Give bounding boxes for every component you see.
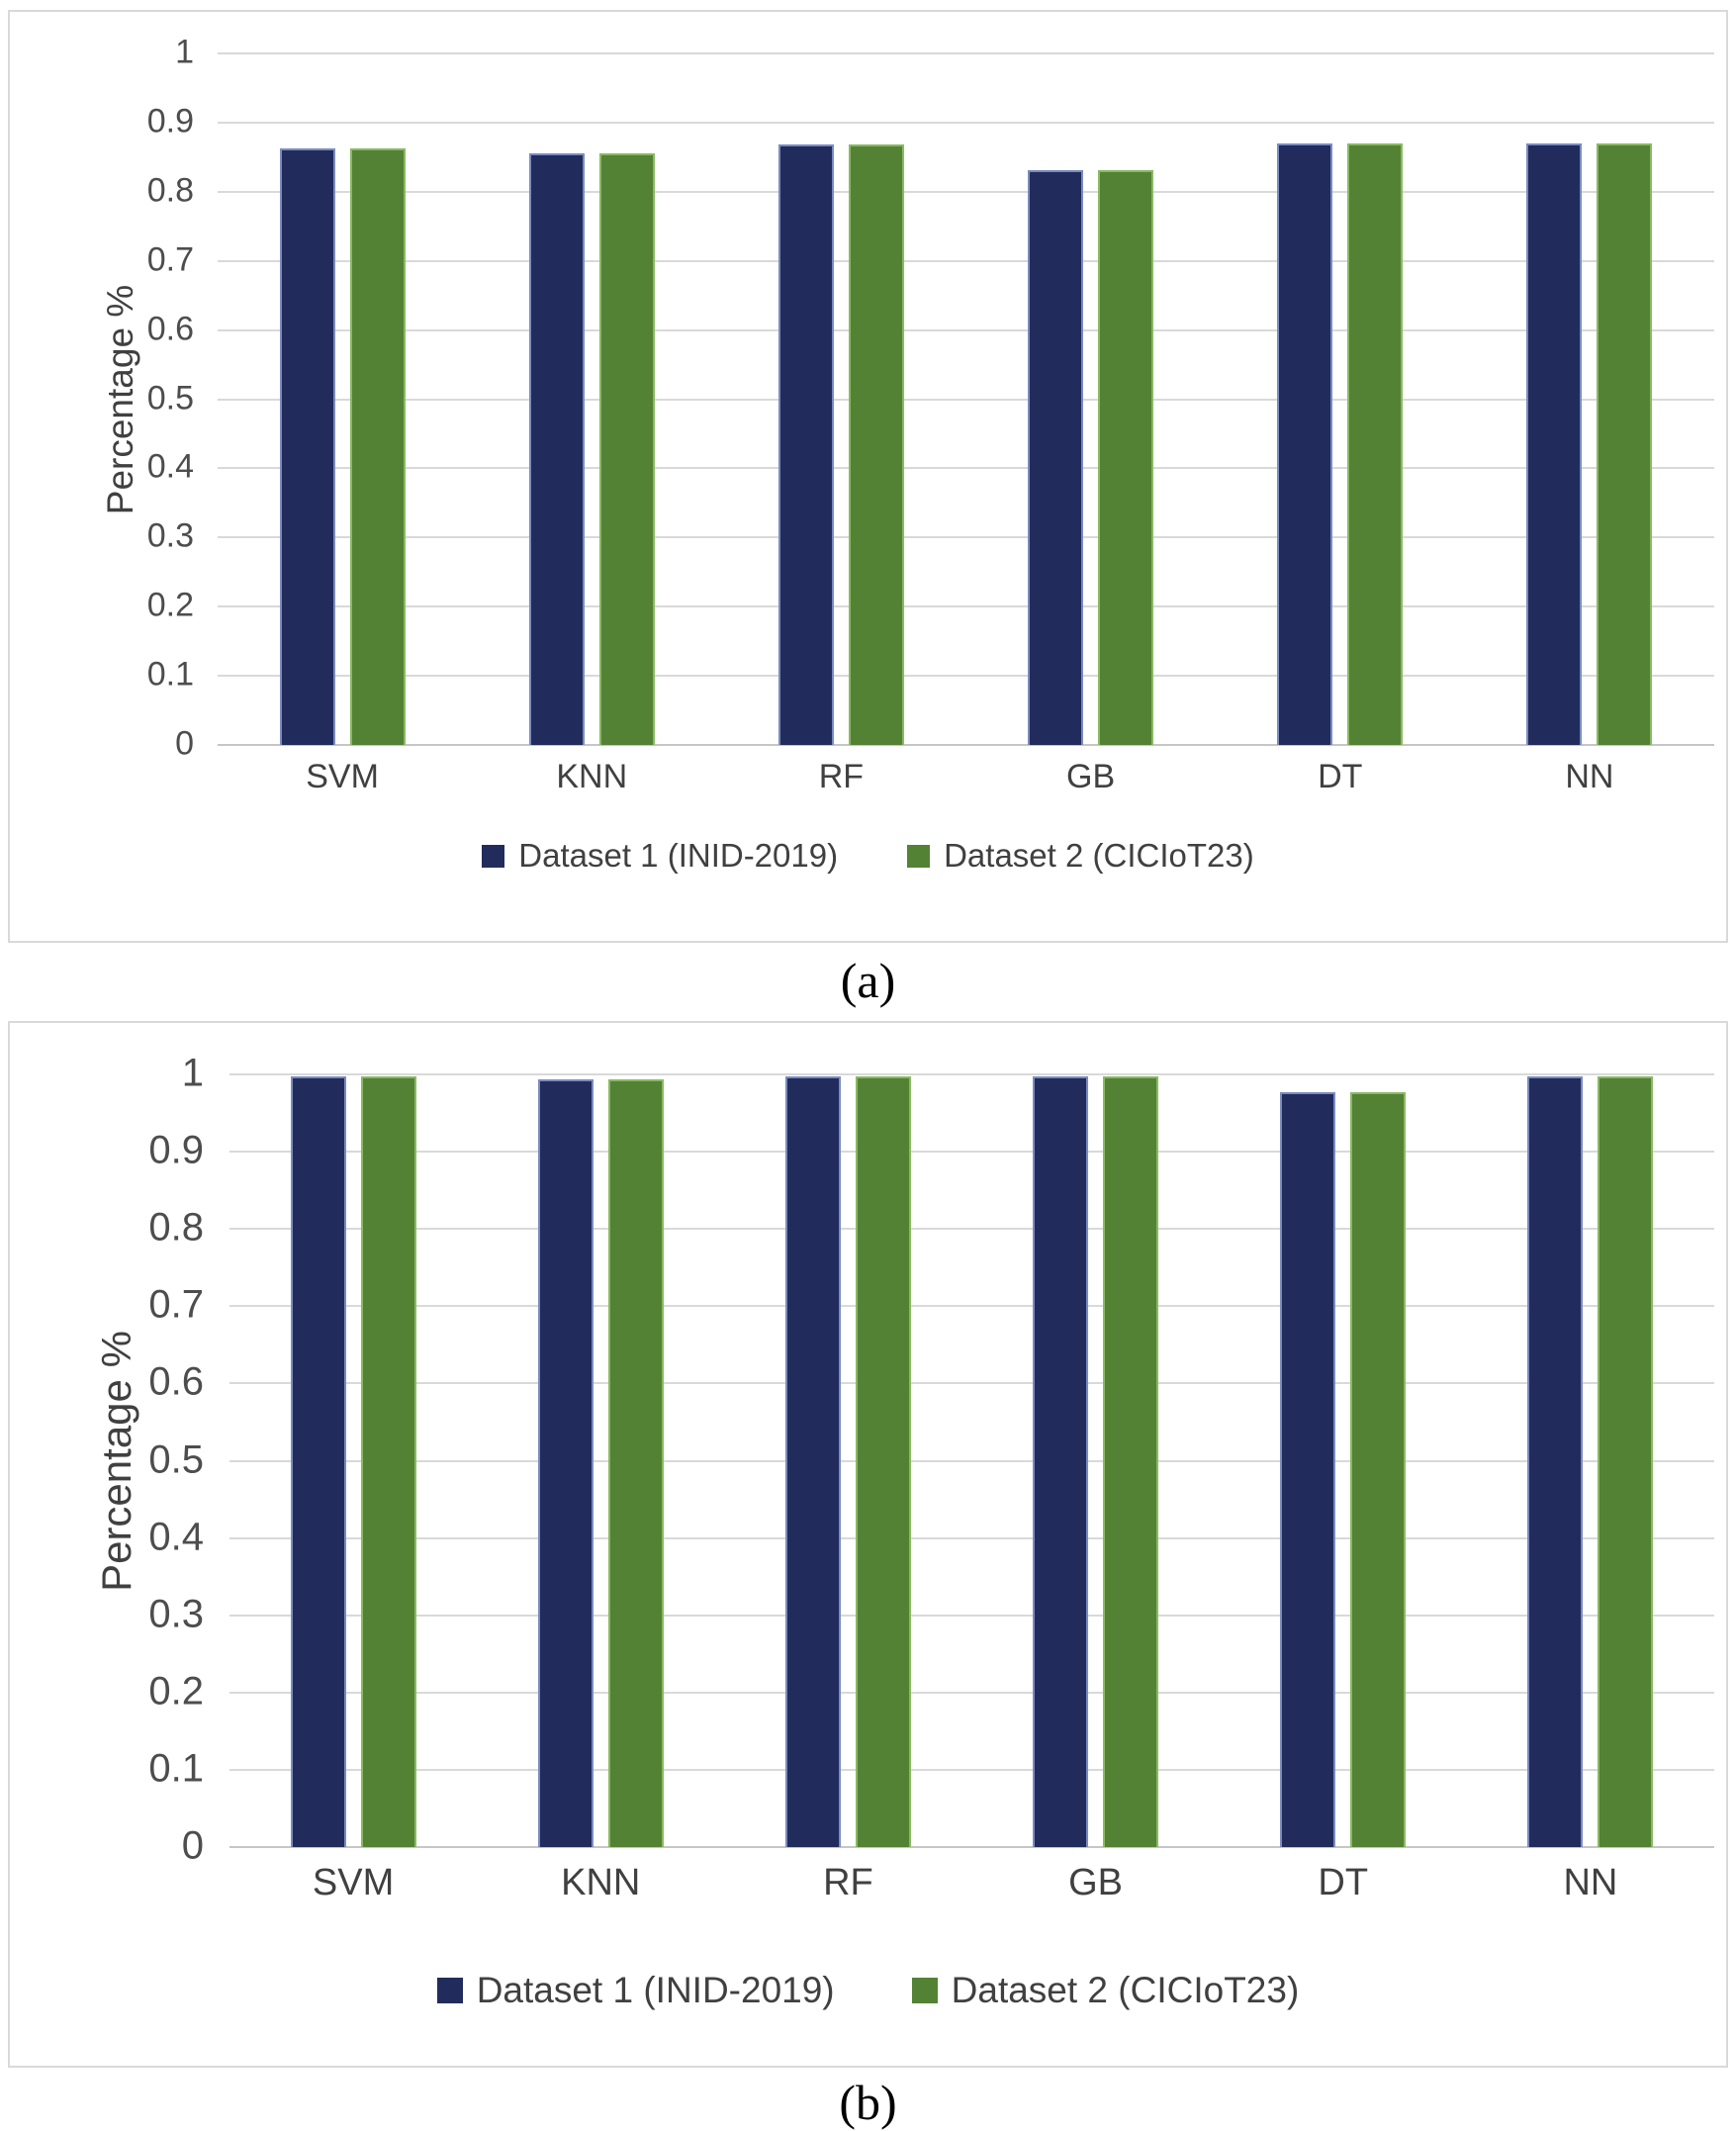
bar-knn-series2 [598, 152, 655, 745]
legend: Dataset 1 (INID-2019) Dataset 2 (CICIoT23… [10, 833, 1726, 879]
bar-gb-series2 [1103, 1076, 1159, 1847]
y-tick-label: 0.9 [148, 1128, 204, 1172]
legend-swatch-icon [911, 1978, 938, 2003]
category-label-knn: KNN [556, 758, 628, 795]
y-tick-label: 0.1 [148, 1746, 204, 1791]
legend-entry-dataset2: Dataset 2 (CICIoT23) [907, 837, 1254, 875]
legend-label-dataset1: Dataset 1 (INID-2019) [476, 1970, 835, 2010]
y-tick-label: 0.2 [148, 1669, 204, 1714]
bar-svm-series1 [290, 1076, 346, 1847]
x-axis-line [218, 744, 1714, 746]
bar-rf-series2 [848, 144, 904, 745]
gridline [229, 1536, 1714, 1539]
gridline [229, 1228, 1714, 1231]
category-label-rf: RF [818, 758, 865, 795]
category-label-knn: KNN [561, 1862, 641, 1903]
y-tick-label: 1 [175, 33, 194, 71]
gridline [218, 121, 1714, 124]
bar-knn-series1 [528, 152, 585, 745]
bar-gb-series2 [1098, 170, 1154, 745]
legend-entry-dataset1: Dataset 1 (INID-2019) [482, 837, 838, 875]
bar-svm-series2 [349, 147, 406, 745]
gridline [218, 398, 1714, 401]
bar-knn-series2 [607, 1079, 664, 1847]
y-tick-label: 0.9 [146, 102, 194, 140]
y-tick-label: 0.4 [146, 448, 194, 487]
gridline [218, 259, 1714, 262]
bar-svm-series2 [360, 1076, 416, 1847]
bar-nn-series2 [1598, 1076, 1654, 1847]
y-tick-label: 1 [181, 1051, 204, 1095]
y-tick-label: 0.7 [148, 1282, 204, 1327]
category-label-dt: DT [1318, 1862, 1369, 1903]
y-tick-label: 0.2 [146, 586, 194, 624]
y-tick-label: 0.8 [148, 1205, 204, 1250]
bar-gb-series1 [1033, 1076, 1089, 1847]
gridline [229, 1073, 1714, 1075]
gridline [229, 1614, 1714, 1617]
category-label-rf: RF [823, 1862, 873, 1903]
gridline [218, 536, 1714, 539]
legend-label-dataset2: Dataset 2 (CICIoT23) [951, 1970, 1300, 2010]
y-tick-label: 0 [181, 1823, 204, 1868]
chart-b-panel: Percentage % 0 0.1 0.2 0.3 0.4 0.5 0.6 0.7 0.8 0.9… [8, 1021, 1728, 2068]
bar-nn-series2 [1597, 142, 1653, 745]
category-label-gb: GB [1066, 758, 1116, 795]
legend-label-dataset1: Dataset 1 (INID-2019) [518, 837, 839, 874]
bar-dt-series1 [1277, 142, 1333, 745]
y-tick-label: 0.5 [146, 379, 194, 417]
gridline [229, 1768, 1714, 1771]
gridline [218, 52, 1714, 54]
gridline [218, 190, 1714, 193]
y-tick-label: 0.3 [146, 517, 194, 556]
legend-swatch-icon [482, 844, 505, 868]
legend-entry-dataset1: Dataset 1 (INID-2019) [436, 1970, 835, 2011]
y-tick-label: 0.3 [148, 1592, 204, 1636]
legend: Dataset 1 (INID-2019) Dataset 2 (CICIoT23… [10, 1965, 1726, 2016]
y-tick-label: 0.6 [146, 310, 194, 348]
y-tick-label: 0.7 [146, 240, 194, 279]
bar-dt-series2 [1347, 142, 1404, 745]
bar-gb-series1 [1028, 170, 1084, 745]
y-tick-label: 0.6 [148, 1359, 204, 1404]
gridline [229, 1305, 1714, 1308]
bar-nn-series1 [1526, 142, 1583, 745]
category-label-nn: NN [1565, 758, 1614, 795]
caption-b: (b) [839, 2075, 897, 2130]
category-label-nn: NN [1563, 1862, 1618, 1903]
category-label-svm: SVM [312, 1862, 395, 1903]
legend-entry-dataset2: Dataset 2 (CICIoT23) [911, 1970, 1300, 2011]
y-tick-label: 0.1 [146, 655, 194, 694]
category-label-dt: DT [1318, 758, 1363, 795]
bar-rf-series1 [777, 144, 834, 745]
gridline [218, 467, 1714, 470]
category-label-gb: GB [1068, 1862, 1124, 1903]
bar-dt-series1 [1280, 1091, 1336, 1847]
bar-rf-series1 [784, 1076, 841, 1847]
y-tick-label: 0 [175, 724, 194, 763]
gridline [229, 1151, 1714, 1154]
bar-rf-series2 [855, 1076, 911, 1847]
bar-svm-series1 [279, 147, 335, 745]
gridline [218, 605, 1714, 608]
y-tick-label: 0.5 [148, 1437, 204, 1482]
bar-nn-series1 [1527, 1076, 1584, 1847]
caption-a: (a) [840, 953, 896, 1008]
chart-a-panel: Percentage % 0 0.1 0.2 0.3 0.4 0.5 0.6 0.7 0.8 0.9… [8, 10, 1728, 943]
y-tick-label: 0.4 [148, 1515, 204, 1559]
y-tick-label: 0.8 [146, 171, 194, 210]
legend-swatch-icon [436, 1978, 463, 2003]
gridline [229, 1382, 1714, 1385]
gridline [218, 675, 1714, 678]
gridline [229, 1459, 1714, 1462]
category-label-svm: SVM [306, 758, 379, 795]
gridline [229, 1691, 1714, 1694]
bar-knn-series1 [537, 1079, 594, 1847]
gridline [218, 328, 1714, 331]
legend-swatch-icon [907, 844, 931, 868]
x-axis-line [229, 1846, 1714, 1848]
bar-dt-series2 [1350, 1091, 1407, 1847]
legend-label-dataset2: Dataset 2 (CICIoT23) [944, 837, 1254, 874]
